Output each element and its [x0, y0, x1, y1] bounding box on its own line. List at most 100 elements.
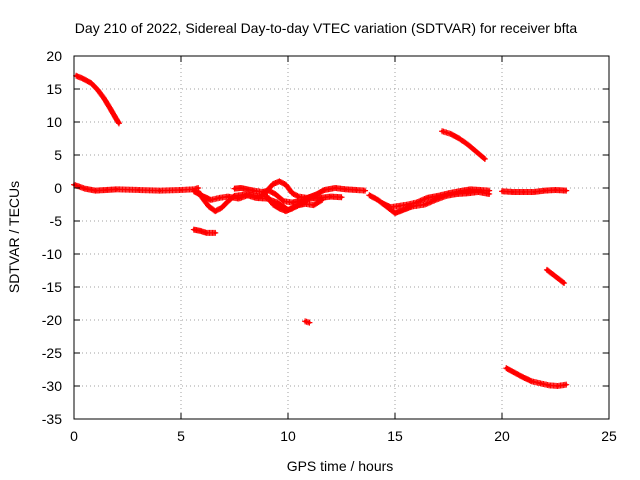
data-point	[284, 183, 288, 187]
data-point	[205, 231, 209, 235]
data-point	[275, 201, 279, 205]
x-tick-label: 5	[177, 428, 185, 444]
data-point	[397, 204, 401, 208]
data-point	[333, 186, 337, 190]
data-point	[389, 205, 393, 209]
data-point	[297, 203, 301, 207]
data-point	[376, 198, 380, 202]
data-point	[271, 203, 275, 206]
data-point	[547, 383, 551, 387]
data-point	[284, 209, 288, 213]
data-point	[530, 379, 534, 383]
y-tick-label: -35	[42, 411, 62, 427]
data-point	[474, 150, 478, 154]
data-point	[504, 366, 508, 370]
data-point	[545, 268, 549, 272]
data-point	[562, 281, 566, 285]
data-point	[320, 198, 324, 202]
data-point	[192, 228, 196, 232]
data-point	[521, 190, 525, 194]
data-point	[303, 202, 307, 206]
data-point	[83, 187, 87, 191]
data-point	[479, 188, 483, 192]
data-point	[282, 199, 286, 203]
x-tick-label: 0	[70, 428, 78, 444]
y-tick-label: -5	[50, 213, 63, 229]
data-point	[513, 371, 517, 375]
data-point	[209, 198, 213, 202]
data-point	[213, 209, 217, 213]
data-point	[363, 189, 367, 193]
satellite-track-3	[190, 226, 219, 236]
satellite-track-8	[302, 318, 313, 326]
data-point	[393, 211, 397, 215]
data-point	[226, 195, 230, 199]
y-tick-label: 0	[54, 180, 62, 196]
data-point	[115, 187, 119, 191]
data-point	[192, 189, 196, 193]
data-point	[260, 190, 264, 194]
data-point	[196, 186, 200, 190]
satellite-track-12	[499, 186, 570, 195]
data-point	[423, 203, 427, 206]
data-point	[271, 182, 275, 186]
x-axis-label: GPS time / hours	[287, 458, 394, 474]
data-point	[114, 116, 118, 120]
data-point	[198, 229, 202, 233]
data-point	[500, 189, 504, 193]
y-tick-label: -10	[42, 246, 62, 262]
data-point	[483, 157, 487, 161]
data-point	[297, 195, 301, 199]
data-point	[543, 189, 547, 193]
data-point	[213, 231, 217, 235]
data-point	[466, 142, 470, 146]
data-point	[354, 188, 358, 192]
data-point	[89, 81, 93, 85]
data-point	[564, 189, 568, 193]
data-point	[117, 121, 121, 125]
data-layer	[71, 72, 570, 389]
data-point	[277, 206, 281, 210]
data-point	[511, 190, 515, 194]
data-point	[226, 199, 230, 203]
data-point	[440, 129, 444, 133]
data-point	[436, 194, 440, 198]
satellite-track-13	[503, 365, 570, 389]
data-point	[290, 201, 294, 205]
data-point	[340, 195, 343, 199]
data-point	[554, 274, 557, 278]
data-point	[290, 206, 294, 210]
data-point	[245, 187, 249, 191]
x-tick-label: 25	[601, 428, 617, 444]
data-point	[218, 196, 222, 200]
data-point	[322, 188, 326, 192]
data-point	[307, 321, 311, 325]
data-point	[425, 196, 429, 200]
data-point	[179, 188, 183, 192]
data-point	[237, 197, 241, 201]
data-point	[233, 187, 236, 191]
grid-layer	[74, 56, 609, 419]
data-point	[158, 189, 162, 193]
data-point	[556, 384, 560, 388]
data-point	[207, 204, 211, 208]
y-axis-label: SDTVAR / TECUs	[6, 181, 22, 293]
data-point	[367, 193, 371, 197]
data-point	[247, 193, 251, 197]
data-point	[93, 189, 97, 193]
satellite-track-6	[231, 185, 324, 206]
data-point	[303, 319, 307, 323]
data-point	[329, 195, 333, 199]
data-point	[447, 191, 450, 195]
data-point	[136, 188, 140, 192]
data-point	[273, 192, 277, 196]
y-tick-label: -25	[42, 345, 62, 361]
data-point	[258, 195, 262, 199]
data-point	[220, 206, 224, 210]
data-point	[312, 203, 316, 207]
data-point	[307, 195, 311, 199]
satellite-track-7	[263, 192, 326, 215]
data-point	[487, 189, 491, 193]
data-point	[414, 201, 418, 205]
